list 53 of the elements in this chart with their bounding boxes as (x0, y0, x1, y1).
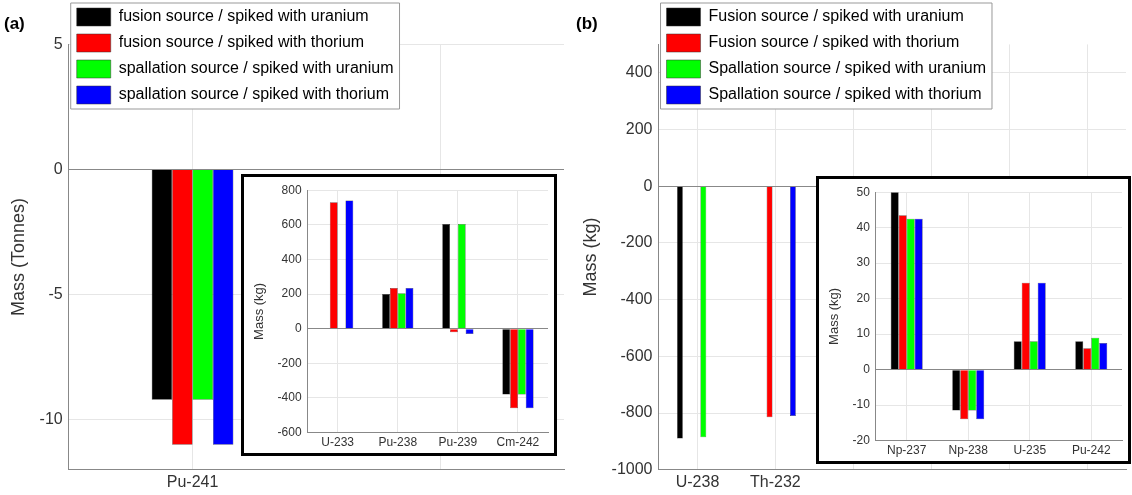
legend-label: Fusion source / spiked with uranium (708, 7, 964, 25)
y-axis-title: Mass (Tonnes) (7, 198, 28, 317)
y-tick-label: 0 (294, 321, 302, 336)
legend-label: spallation source / spiked with uranium (118, 59, 394, 77)
legend-label: Fusion source / spiked with thorium (708, 33, 960, 51)
chart-title: (a) (4, 13, 25, 33)
y-tick-label: -200 (620, 233, 653, 251)
legend-label: spallation source / spiked with thorium (118, 85, 390, 103)
x-tick-label: U-233 (321, 435, 355, 450)
y-tick-label: -400 (620, 290, 653, 308)
x-tick-label: Cm-242 (496, 435, 540, 450)
y-tick-label: 0 (863, 361, 871, 376)
y-tick-label: -600 (620, 346, 653, 364)
x-tick-label: Np-237 (887, 443, 927, 458)
y-tick-label: -600 (277, 424, 302, 439)
legend-label: fusion source / spiked with thorium (118, 33, 365, 51)
y-tick-label: -400 (277, 390, 302, 405)
x-tick-label: Th-232 (750, 472, 801, 490)
legend-label: Spallation source / spiked with thorium (708, 85, 982, 103)
y-tick-label: 20 (856, 290, 871, 305)
y-tick-label: 30 (856, 255, 871, 270)
y-tick-label: 200 (281, 286, 302, 301)
y-axis-title: Mass (kg) (579, 217, 600, 297)
x-tick-label: U-238 (675, 472, 720, 490)
y-tick-label: -1000 (611, 460, 653, 478)
legend-label: Spallation source / spiked with uranium (708, 59, 987, 77)
y-tick-label: -20 (852, 432, 871, 447)
y-tick-label: 5 (53, 34, 63, 52)
y-tick-label: -10 (39, 410, 63, 428)
x-tick-label: Pu-242 (1071, 443, 1111, 458)
y-tick-label: 800 (281, 182, 302, 197)
chart-title: (b) (576, 13, 598, 33)
y-tick-label: 10 (856, 326, 871, 341)
x-tick-label: Np-238 (948, 443, 989, 458)
y-tick-label: -800 (620, 403, 653, 421)
legend-label: fusion source / spiked with uranium (118, 7, 369, 25)
x-tick-label: Pu-239 (438, 435, 478, 450)
y-tick-label: 400 (281, 251, 302, 266)
x-tick-label: Pu-238 (378, 435, 418, 450)
y-tick-label: 200 (625, 119, 653, 137)
y-axis-title: Mass (kg) (251, 282, 267, 340)
y-tick-label: -5 (48, 285, 63, 303)
y-tick-label: 40 (856, 220, 871, 234)
y-tick-label: -200 (277, 355, 302, 370)
y-axis-title: Mass (kg) (826, 287, 842, 345)
y-tick-label: -10 (852, 397, 871, 412)
y-tick-label: 50 (856, 184, 871, 199)
y-tick-label: 400 (625, 63, 653, 81)
y-tick-label: 0 (53, 159, 63, 177)
y-tick-label: 0 (643, 176, 653, 194)
x-tick-label: U-235 (1013, 443, 1047, 458)
y-tick-label: 600 (281, 217, 302, 232)
x-tick-label: Pu-241 (166, 472, 219, 490)
